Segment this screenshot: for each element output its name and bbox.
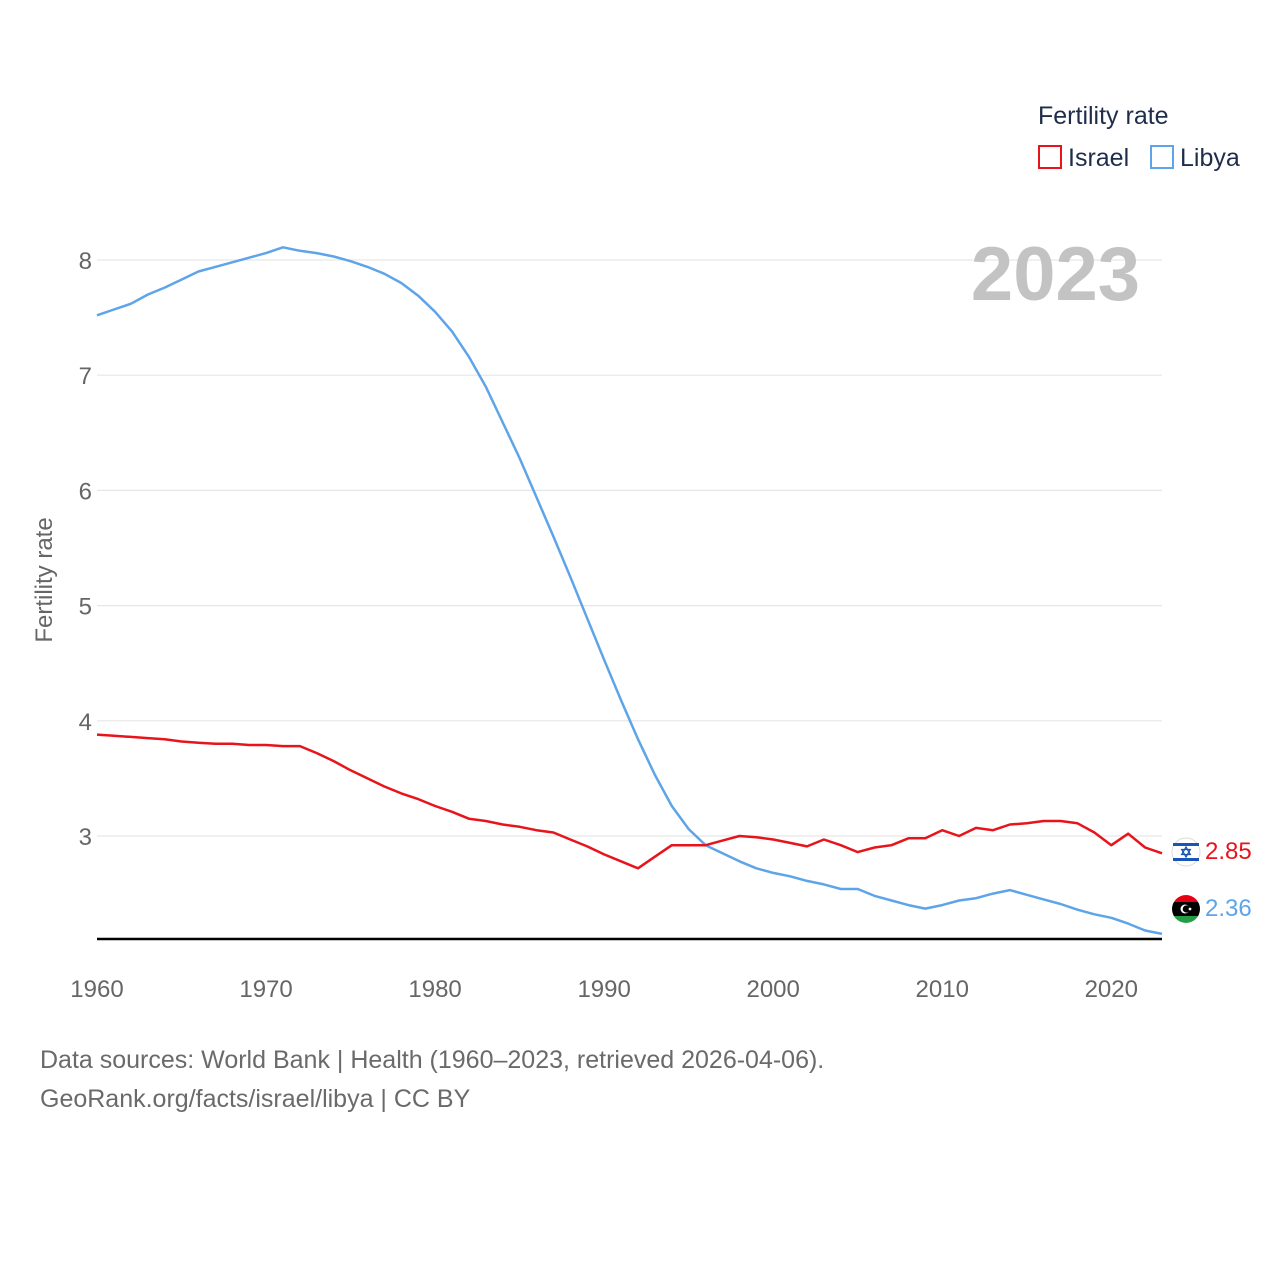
series-lines bbox=[96, 246, 1163, 936]
y-tick-label: 4 bbox=[79, 709, 92, 736]
series-line-libya[interactable] bbox=[96, 246, 1163, 936]
x-tick-label: 1990 bbox=[577, 976, 630, 1003]
data-source-note: Data sources: World Bank | Health (1960–… bbox=[40, 1046, 825, 1074]
series-line-israel[interactable] bbox=[96, 733, 1163, 870]
legend-label-israel: Israel bbox=[1068, 144, 1129, 172]
israel-flag-icon bbox=[1171, 837, 1201, 867]
x-tick-label: 2020 bbox=[1085, 976, 1138, 1003]
x-tick-label: 2010 bbox=[916, 976, 969, 1003]
libya-end-value: 2.36 bbox=[1205, 895, 1252, 922]
y-tick-label: 6 bbox=[79, 478, 92, 505]
legend-swatch-libya bbox=[1150, 145, 1174, 169]
series-end-markers: 2.85 2.36 bbox=[1171, 837, 1252, 923]
gridlines bbox=[97, 259, 1162, 837]
x-tick-label: 1980 bbox=[408, 976, 461, 1003]
y-tick-label: 5 bbox=[79, 594, 92, 621]
legend-item-libya[interactable]: Libya bbox=[1150, 144, 1240, 172]
y-tick-label: 7 bbox=[79, 363, 92, 390]
x-tick-label: 1960 bbox=[70, 976, 123, 1003]
y-tick-label: 3 bbox=[79, 824, 92, 851]
credit-link[interactable]: GeoRank.org/facts/israel/libya | CC BY bbox=[40, 1085, 471, 1113]
legend: Fertility rate Israel Libya bbox=[1038, 102, 1240, 172]
y-tick-label: 8 bbox=[79, 248, 92, 275]
legend-swatch-israel bbox=[1038, 145, 1062, 169]
israel-end-value: 2.85 bbox=[1205, 838, 1252, 865]
y-axis-label: Fertility rate bbox=[31, 517, 58, 642]
legend-item-israel[interactable]: Israel bbox=[1038, 144, 1129, 172]
legend-title: Fertility rate bbox=[1038, 102, 1169, 130]
y-axis-ticks: 3 4 5 6 7 8 bbox=[79, 248, 92, 851]
x-tick-label: 1970 bbox=[239, 976, 292, 1003]
libya-flag-icon bbox=[1172, 895, 1200, 923]
year-watermark: 2023 bbox=[971, 232, 1140, 317]
x-tick-label: 2000 bbox=[746, 976, 799, 1003]
x-axis-ticks: 1960 1970 1980 1990 2000 2010 2020 bbox=[70, 976, 1138, 1003]
legend-label-libya: Libya bbox=[1180, 144, 1240, 172]
